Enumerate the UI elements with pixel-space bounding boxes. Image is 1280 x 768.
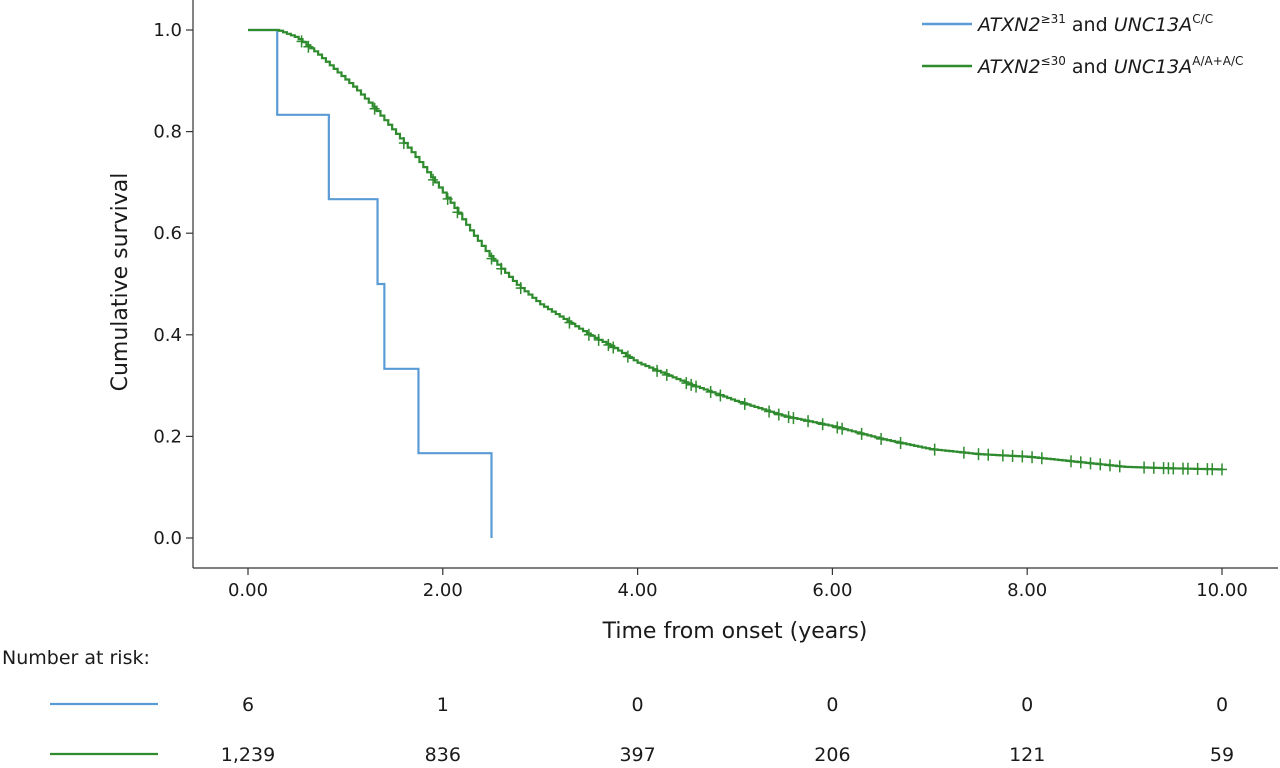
censor-mark — [1036, 452, 1047, 465]
y-tick-label: 0.0 — [153, 528, 182, 549]
risk-count: 6 — [242, 694, 254, 716]
x-tick-label: 8.00 — [1007, 580, 1047, 601]
censor-mark — [652, 364, 663, 377]
y-tick-label: 0.4 — [153, 325, 182, 346]
censor-mark — [1075, 456, 1086, 469]
censor-mark — [442, 192, 453, 205]
y-tick-label: 0.8 — [153, 122, 182, 143]
censor-mark — [1148, 461, 1159, 474]
censor-mark — [764, 405, 775, 418]
censor-mark — [1095, 458, 1106, 471]
risk-count: 59 — [1210, 744, 1234, 766]
risk-count: 0 — [826, 694, 838, 716]
x-tick-label: 2.00 — [423, 580, 463, 601]
censor-mark — [739, 397, 750, 410]
risk-count: 0 — [632, 694, 644, 716]
risk-count: 1 — [437, 694, 449, 716]
censor-mark — [1217, 463, 1227, 476]
x-tick-label: 0.00 — [228, 580, 268, 601]
censor-mark — [958, 446, 969, 459]
censor-mark — [296, 35, 307, 48]
censor-mark — [593, 333, 604, 346]
censor-mark — [788, 412, 799, 425]
x-tick-label: 4.00 — [618, 580, 658, 601]
censor-mark — [973, 448, 984, 461]
censor-mark — [1207, 463, 1218, 476]
number-at-risk-table: Number at risk: 6 1 0 0 0 0 1,239 836 397 206 121 5… — [2, 647, 1234, 766]
series-line-atxn2-le30 — [248, 28, 1224, 471]
x-tick-label: 10.00 — [1196, 580, 1248, 601]
censor-mark — [1168, 462, 1179, 475]
censor-mark — [681, 377, 692, 390]
censor-mark — [369, 102, 380, 115]
censor-mark — [428, 173, 439, 186]
censor-mark — [1027, 451, 1038, 464]
censor-mark — [452, 206, 463, 219]
censor-mark — [583, 328, 594, 341]
series-layer — [248, 28, 1227, 538]
censor-mark — [661, 368, 672, 381]
risk-count: 1,239 — [221, 744, 275, 766]
censor-mark — [817, 418, 828, 431]
censor-mark — [515, 282, 526, 295]
x-tick-label: 6.00 — [812, 580, 852, 601]
censor-mark — [1114, 460, 1125, 473]
censor-mark — [895, 437, 906, 450]
y-tick-label: 0.2 — [153, 426, 182, 447]
censor-mark — [691, 380, 702, 393]
x-axis-title: Time from onset (years) — [602, 619, 868, 644]
censor-mark — [398, 137, 409, 150]
censor-mark — [1066, 455, 1077, 468]
censor-mark — [496, 262, 507, 275]
censor-mark — [832, 421, 843, 434]
censor-mark — [1085, 457, 1096, 470]
censor-mark — [837, 422, 848, 435]
censor-mark — [997, 449, 1008, 462]
risk-count: 206 — [814, 744, 850, 766]
censor-mark — [686, 378, 697, 391]
censor-mark — [1139, 461, 1150, 474]
censor-mark — [705, 385, 716, 398]
risk-count: 836 — [425, 744, 461, 766]
censor-mark — [715, 389, 726, 402]
legend-label: ATXN2≥31 and UNC13AC/C — [976, 12, 1213, 36]
censor-mark — [929, 443, 940, 456]
y-tick-label: 1.0 — [153, 20, 182, 41]
risk-count: 121 — [1009, 744, 1045, 766]
series-line-atxn2-ge31 — [248, 28, 493, 538]
censor-mark — [783, 411, 794, 424]
censor-mark — [773, 408, 784, 421]
censor-mark — [856, 427, 867, 440]
censor-mark — [803, 415, 814, 428]
censor-mark — [983, 448, 994, 461]
censor-mark — [603, 338, 614, 351]
censor-mark — [1104, 459, 1115, 472]
y-axis-title: Cumulative survival — [108, 173, 133, 392]
axes — [192, 0, 1278, 569]
censor-mark — [303, 40, 314, 53]
risk-count: 0 — [1216, 694, 1228, 716]
censor-mark — [1017, 450, 1028, 463]
legend: ATXN2≥31 and UNC13AC/C ATXN2≤30 and UNC13… — [922, 12, 1243, 78]
censor-mark — [486, 252, 497, 265]
censor-mark — [608, 341, 619, 354]
x-ticks: 0.00 2.00 4.00 6.00 8.00 10.00 — [228, 568, 1248, 601]
y-tick-label: 0.6 — [153, 223, 182, 244]
censor-mark — [622, 350, 633, 363]
risk-count: 0 — [1021, 694, 1033, 716]
number-at-risk-label: Number at risk: — [2, 647, 150, 669]
censor-mark — [1192, 462, 1203, 475]
risk-count: 397 — [619, 744, 655, 766]
legend-label: ATXN2≤30 and UNC13AA/A+A/C — [976, 54, 1243, 78]
censor-mark — [564, 316, 575, 329]
censor-mark — [876, 432, 887, 445]
y-ticks: 0.0 0.2 0.4 0.6 0.8 1.0 — [153, 20, 193, 549]
censor-mark — [1182, 462, 1193, 475]
censor-mark — [1007, 449, 1018, 462]
